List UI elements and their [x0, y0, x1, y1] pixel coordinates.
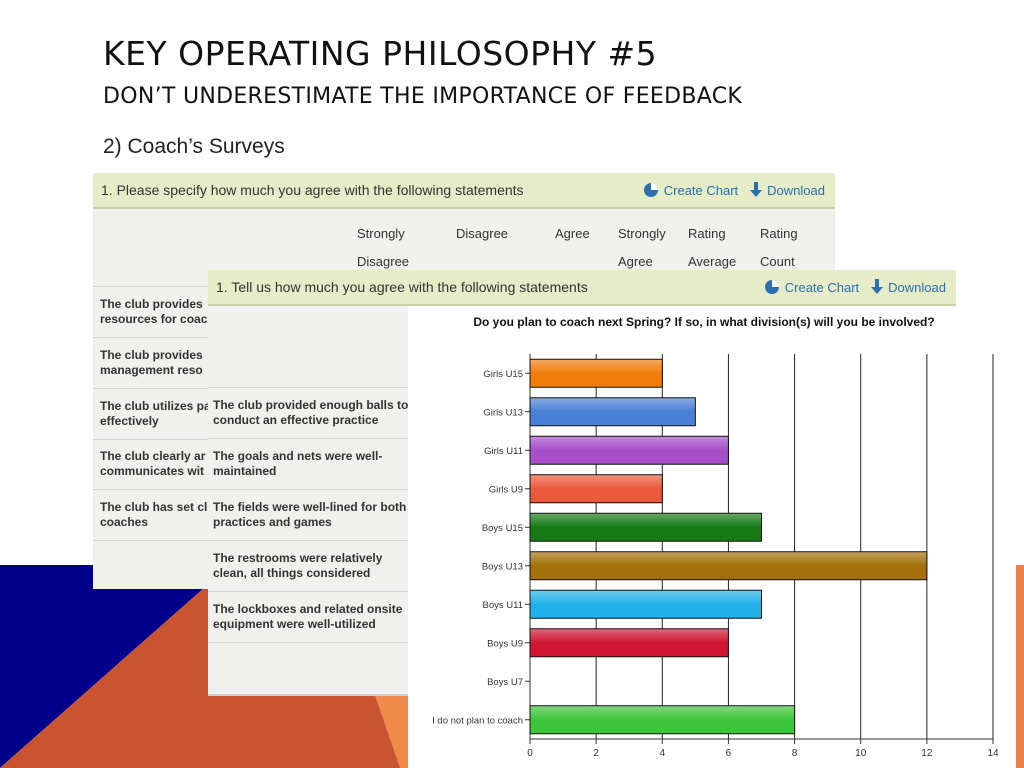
- column-header: Rating Count: [760, 226, 798, 269]
- row-divider: [93, 439, 209, 440]
- statement-row: The club clearly ar communicates wit: [100, 449, 206, 478]
- column-header: Rating Average: [688, 226, 737, 269]
- column-header: Agree: [555, 226, 590, 241]
- slide-bullet: 2) Coach’s Surveys: [103, 135, 285, 158]
- statement-row: The lockboxes and related onsite equipmen…: [213, 602, 403, 631]
- statement-row: The club provides management reso: [100, 348, 203, 377]
- statement-row: The club has set cl coaches: [100, 500, 208, 529]
- download-button[interactable]: Download: [871, 279, 946, 295]
- pie-chart-icon: [643, 183, 658, 197]
- statement-row: The club utilizes pa effectively: [100, 399, 211, 428]
- create-chart-label: Create Chart: [784, 279, 860, 295]
- download-arrow-icon: [871, 279, 884, 294]
- bar: [529, 551, 928, 581]
- statement-row: The club provides resources for coac: [100, 297, 208, 326]
- slide-subtitle: DON’T UNDERESTIMATE THE IMPORTANCE OF FE…: [103, 84, 743, 109]
- orange-accent-strip: [1016, 565, 1024, 768]
- survey-panel-1-header: 1. Please specify how much you agree wit…: [93, 173, 835, 209]
- download-arrow-icon: [750, 182, 763, 197]
- row-divider: [208, 540, 408, 541]
- row-divider: [93, 388, 209, 389]
- row-divider: [93, 337, 209, 338]
- row-divider: [93, 489, 209, 490]
- y-tick-label: Boys U11: [483, 600, 523, 611]
- x-tick-label: 10: [855, 748, 867, 759]
- survey-panel-1-title: 1. Please specify how much you agree wit…: [101, 182, 524, 198]
- survey-panel-2-title: 1. Tell us how much you agree with the f…: [216, 279, 588, 295]
- pie-chart-icon: [764, 280, 779, 294]
- y-tick-label: Girls U11: [484, 446, 523, 457]
- survey-panel-2-header: 1. Tell us how much you agree with the f…: [208, 270, 956, 306]
- bar: [529, 474, 663, 504]
- bar: [529, 705, 796, 735]
- row-divider: [93, 286, 209, 287]
- y-tick-label: Boys U9: [487, 638, 523, 649]
- x-tick-label: 6: [726, 748, 732, 759]
- download-label: Download: [888, 279, 946, 295]
- row-divider: [208, 489, 408, 490]
- x-tick-label: 0: [527, 748, 533, 759]
- row-divider: [208, 642, 408, 643]
- statement-row: The restrooms were relatively clean, all …: [213, 551, 383, 580]
- row-divider: [208, 438, 408, 439]
- create-chart-button[interactable]: Create Chart: [764, 279, 859, 295]
- bar: [529, 589, 762, 619]
- x-tick-label: 12: [921, 748, 933, 759]
- y-tick-label: Girls U13: [483, 407, 523, 418]
- y-tick-label: Boys U7: [487, 677, 523, 688]
- column-header: Strongly Agree: [618, 226, 666, 269]
- slide-title: KEY OPERATING PHILOSOPHY #5: [103, 34, 658, 73]
- chart-title: Do you plan to coach next Spring? If so,…: [473, 315, 934, 329]
- y-tick-label: Boys U15: [482, 523, 523, 534]
- x-tick-label: 4: [660, 748, 666, 759]
- navy-shape: [0, 565, 230, 768]
- create-chart-button[interactable]: Create Chart: [643, 182, 738, 198]
- x-tick-label: 14: [987, 748, 999, 759]
- row-divider: [93, 540, 209, 541]
- bar: [529, 435, 729, 465]
- bar: [529, 628, 729, 658]
- x-tick-label: 2: [593, 748, 599, 759]
- y-tick-label: I do not plan to coach: [432, 715, 523, 726]
- row-divider: [208, 591, 408, 592]
- y-tick-label: Girls U9: [489, 484, 523, 495]
- chart-card: Do you plan to coach next Spring? If so,…: [408, 306, 1000, 768]
- bar: [529, 397, 696, 427]
- statement-row: The goals and nets were well-maintained: [213, 449, 383, 478]
- statement-row: The club provided enough balls to conduct…: [213, 398, 409, 427]
- bar: [529, 358, 663, 388]
- download-button[interactable]: Download: [750, 182, 825, 198]
- column-header: Disagree: [456, 226, 509, 241]
- statement-row: The fields were well-lined for both pract…: [213, 500, 407, 529]
- x-tick-label: 8: [792, 748, 798, 759]
- column-header: Strongly Disagree: [357, 226, 410, 269]
- download-label: Download: [767, 182, 825, 198]
- create-chart-label: Create Chart: [663, 182, 739, 198]
- bar-chart: Do you plan to coach next Spring? If so,…: [432, 315, 999, 759]
- row-divider: [208, 387, 408, 388]
- y-tick-label: Girls U15: [483, 369, 523, 380]
- bar: [529, 512, 762, 542]
- y-tick-label: Boys U13: [482, 561, 523, 572]
